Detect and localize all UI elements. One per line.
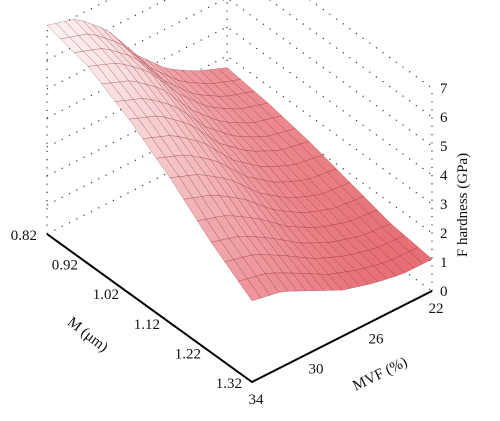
m-tick-label: 1.22 xyxy=(175,346,201,362)
m-tick-label: 0.92 xyxy=(52,258,78,274)
m-tick-label: 1.02 xyxy=(93,287,119,303)
m-tick-label: 1.12 xyxy=(134,317,160,333)
surface-patch xyxy=(309,273,334,291)
z-tick-label: 1 xyxy=(440,255,448,271)
surface-layer xyxy=(46,19,433,302)
z-tick-label: 0 xyxy=(440,284,448,300)
m-tick-label: 0.82 xyxy=(11,228,37,244)
z-tick-label: 4 xyxy=(440,168,448,184)
mvf-tick-label: 30 xyxy=(309,362,324,378)
mvf-axis-title: MVF (%) xyxy=(350,354,410,394)
mvf-tick-label: 34 xyxy=(249,392,265,408)
z-tick-label: 7 xyxy=(440,81,448,97)
mvf-tick-label: 22 xyxy=(429,301,444,317)
z-tick-label: 6 xyxy=(440,110,448,126)
mvf-tick-label: 26 xyxy=(369,331,385,347)
z-tick-label: 2 xyxy=(440,226,448,242)
z-axis-title: F hardness (GPa) xyxy=(455,153,471,257)
z-tick-label: 5 xyxy=(440,139,448,155)
surface-patch xyxy=(237,278,262,302)
surface-patch xyxy=(300,273,325,291)
axes-layer xyxy=(46,233,433,384)
surface-patch xyxy=(318,273,343,291)
m-axis-title: M (μm) xyxy=(64,314,111,355)
floor-axis xyxy=(46,233,433,384)
m-tick-label: 1.32 xyxy=(216,376,242,392)
z-tick-label: 3 xyxy=(440,197,448,213)
